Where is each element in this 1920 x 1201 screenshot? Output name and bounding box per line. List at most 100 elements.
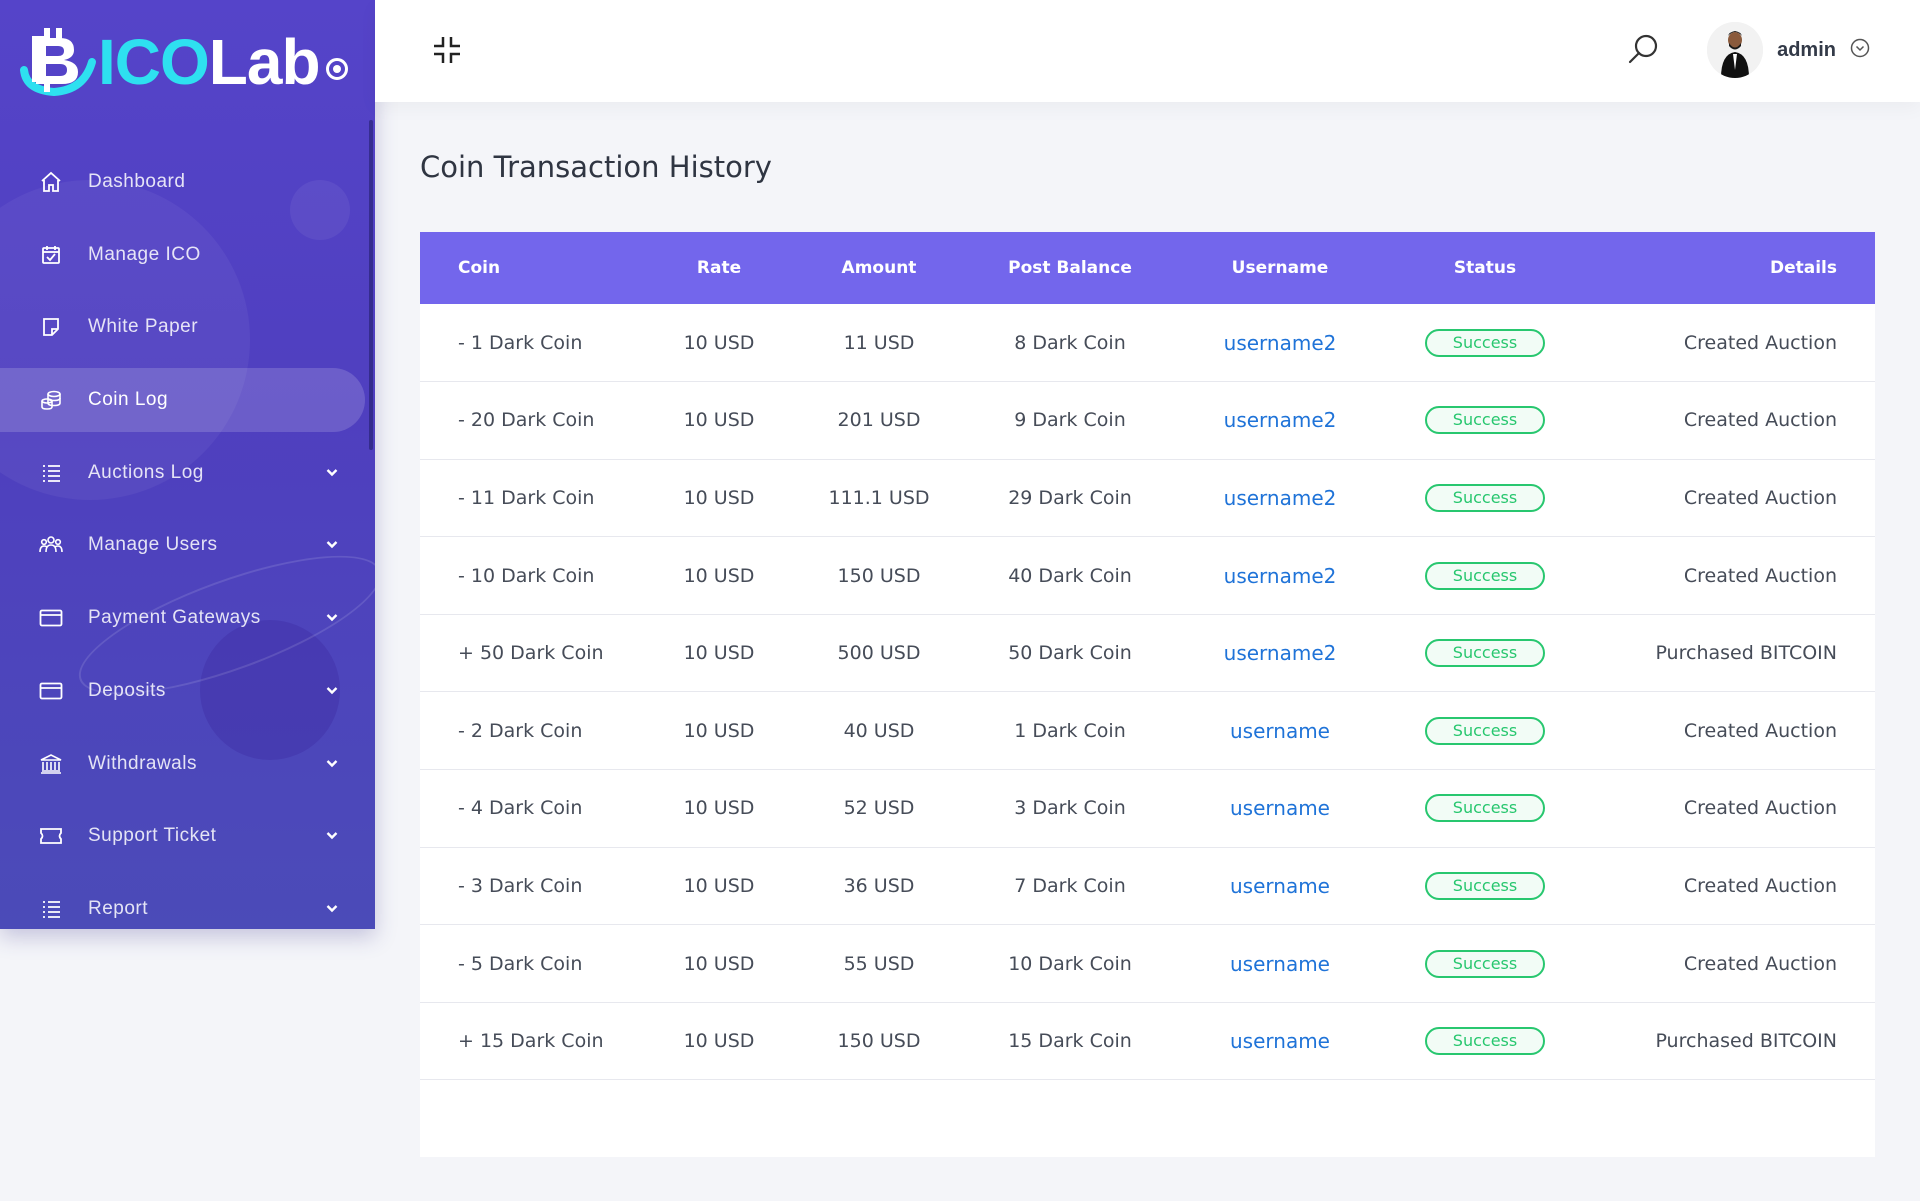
- cell-rate: 10 USD: [683, 952, 755, 975]
- cell-username: username: [1170, 1002, 1390, 1080]
- chevron-down-circle-icon[interactable]: [1850, 38, 1870, 62]
- cell-username: username: [1170, 925, 1390, 1003]
- cell-status: Success: [1390, 382, 1580, 460]
- user-menu[interactable]: admin: [1707, 22, 1870, 78]
- transactions-table: Coin Rate Amount Post Balance Username S…: [420, 232, 1875, 1080]
- sidebar-item-auctions-log[interactable]: Auctions Log: [0, 441, 375, 505]
- cell-rate: 10 USD: [683, 486, 755, 509]
- chevron-down-icon: [325, 754, 339, 776]
- cell-rate: 10 USD: [683, 874, 755, 897]
- ticket-icon: [38, 823, 64, 849]
- username-link[interactable]: username: [1230, 718, 1330, 743]
- chevron-down-icon: [325, 899, 339, 921]
- chevron-down-icon: [325, 608, 339, 630]
- table-row: + 50 Dark Coin 10 USD 500 USD 50 Dark Coin u…: [420, 614, 1875, 692]
- username-link[interactable]: username: [1230, 796, 1330, 821]
- column-header-username: Username: [1231, 258, 1329, 278]
- cell-post-balance: 9 Dark Coin: [1014, 409, 1126, 432]
- sidebar-item-manage-ico[interactable]: Manage ICO: [0, 223, 375, 287]
- status-badge: Success: [1425, 794, 1545, 823]
- brand-name-lab: Lab: [208, 26, 321, 98]
- users-icon: [38, 532, 64, 558]
- credit-card-icon: [38, 605, 64, 631]
- table-row: - 4 Dark Coin 10 USD 52 USD 3 Dark Coin user…: [420, 770, 1875, 848]
- cell-rate: 10 USD: [683, 719, 755, 742]
- brand-dot-icon: [325, 58, 348, 80]
- sidebar-item-report[interactable]: Report: [0, 877, 375, 929]
- username-link[interactable]: username2: [1223, 330, 1337, 355]
- status-badge: Success: [1425, 716, 1545, 745]
- sidebar-item-support-ticket[interactable]: Support Ticket: [0, 804, 375, 868]
- cell-amount: 11 USD: [843, 331, 915, 354]
- cell-post-balance: 15 Dark Coin: [1008, 1030, 1132, 1053]
- username-link[interactable]: username: [1230, 951, 1330, 976]
- username-link[interactable]: username2: [1223, 641, 1337, 666]
- sidebar-item-label: Deposits: [88, 679, 166, 701]
- sidebar-item-label: Payment Gateways: [88, 607, 261, 629]
- username-link[interactable]: username: [1230, 873, 1330, 898]
- collapse-icon[interactable]: [431, 34, 463, 66]
- status-badge: Success: [1425, 949, 1545, 978]
- cell-username: username: [1170, 770, 1390, 848]
- cell-amount: 201 USD: [837, 409, 921, 432]
- decor-circle: [290, 180, 350, 240]
- cell-details: Created Auction: [1683, 564, 1837, 587]
- cell-status: Success: [1390, 770, 1580, 848]
- sidebar-item-label: Report: [88, 897, 149, 919]
- page-title: Coin Transaction History: [420, 150, 772, 184]
- home-icon: [38, 169, 64, 195]
- table-row: - 1 Dark Coin 10 USD 11 USD 8 Dark Coin user…: [420, 304, 1875, 382]
- sidebar: ICO Lab Dashboard Manage ICO White Paper Coi…: [0, 0, 375, 929]
- cell-username: username: [1170, 847, 1390, 925]
- cell-username: username2: [1170, 459, 1390, 537]
- cell-rate: 10 USD: [683, 409, 755, 432]
- cell-amount: 500 USD: [837, 642, 921, 665]
- table-row: + 15 Dark Coin 10 USD 150 USD 15 Dark Coin u…: [420, 1002, 1875, 1080]
- cell-status: Success: [1390, 1002, 1580, 1080]
- sidebar-item-label: Dashboard: [88, 171, 186, 192]
- cell-coin: - 4 Dark Coin: [458, 797, 583, 820]
- status-badge: Success: [1425, 406, 1545, 435]
- brand-logo[interactable]: ICO Lab: [14, 22, 348, 102]
- search-icon[interactable]: [1626, 32, 1660, 66]
- cell-amount: 111.1 USD: [828, 486, 930, 509]
- bitcoin-logo-icon: [14, 26, 98, 98]
- status-badge: Success: [1425, 561, 1545, 590]
- document-icon: [38, 314, 64, 340]
- cell-coin: - 1 Dark Coin: [458, 331, 583, 354]
- username-link[interactable]: username2: [1223, 408, 1337, 433]
- sidebar-item-manage-users[interactable]: Manage Users: [0, 513, 375, 577]
- sidebar-item-label: Manage Users: [88, 534, 218, 556]
- column-header-status: Status: [1453, 258, 1517, 278]
- cell-details: Created Auction: [1683, 719, 1837, 742]
- sidebar-item-white-paper[interactable]: White Paper: [0, 295, 375, 359]
- cell-coin: - 5 Dark Coin: [458, 952, 583, 975]
- sidebar-item-deposits[interactable]: Deposits: [0, 659, 375, 723]
- decor-circle: [0, 180, 250, 500]
- sidebar-item-payment-gateways[interactable]: Payment Gateways: [0, 586, 375, 650]
- list-icon: [38, 896, 64, 922]
- sidebar-item-coin-log[interactable]: Coin Log: [0, 368, 365, 433]
- username-label: admin: [1777, 38, 1836, 61]
- table-header-row: Coin Rate Amount Post Balance Username S…: [420, 232, 1875, 304]
- cell-rate: 10 USD: [683, 331, 755, 354]
- cell-status: Success: [1390, 692, 1580, 770]
- cell-amount: 52 USD: [843, 797, 915, 820]
- username-link[interactable]: username: [1230, 1029, 1330, 1054]
- cell-status: Success: [1390, 847, 1580, 925]
- cell-coin: + 15 Dark Coin: [458, 1030, 604, 1053]
- sidebar-item-dashboard[interactable]: Dashboard: [0, 150, 375, 214]
- username-link[interactable]: username2: [1223, 563, 1337, 588]
- sidebar-item-withdrawals[interactable]: Withdrawals: [0, 732, 375, 796]
- cell-status: Success: [1390, 304, 1580, 382]
- cell-details: Purchased BITCOIN: [1655, 642, 1837, 665]
- cell-amount: 150 USD: [837, 564, 921, 587]
- cell-username: username2: [1170, 304, 1390, 382]
- username-link[interactable]: username2: [1223, 485, 1337, 510]
- coins-icon: [38, 387, 64, 413]
- sidebar-item-label: Auctions Log: [88, 461, 204, 483]
- cell-rate: 10 USD: [683, 564, 755, 587]
- sidebar-scrollbar[interactable]: [369, 120, 373, 450]
- cell-post-balance: 10 Dark Coin: [1008, 952, 1132, 975]
- avatar: [1707, 22, 1764, 78]
